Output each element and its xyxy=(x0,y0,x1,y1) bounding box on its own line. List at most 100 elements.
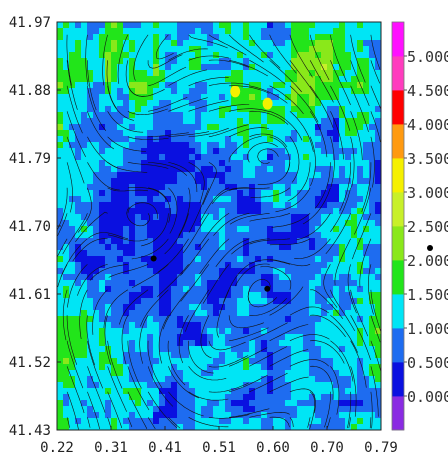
field-cell xyxy=(63,208,70,215)
field-cell xyxy=(363,184,370,191)
field-cell xyxy=(141,154,148,161)
field-cell xyxy=(327,346,334,353)
field-cell xyxy=(75,268,82,275)
field-cell xyxy=(171,184,178,191)
field-cell xyxy=(159,46,166,53)
field-cell xyxy=(273,316,280,323)
field-cell xyxy=(243,244,250,251)
field-cell xyxy=(309,382,316,389)
field-cell xyxy=(171,256,178,263)
field-cell xyxy=(147,148,154,155)
field-cell xyxy=(141,100,148,107)
field-cell xyxy=(93,262,100,269)
field-cell xyxy=(279,250,286,257)
field-cell xyxy=(315,136,322,143)
field-cell xyxy=(285,118,292,125)
field-cell xyxy=(291,118,298,125)
field-cell xyxy=(153,172,160,179)
field-cell xyxy=(369,94,376,101)
colorbar-label: 0.500 xyxy=(407,354,448,372)
streamline xyxy=(229,408,270,418)
field-cell xyxy=(105,304,112,311)
field-cell xyxy=(147,340,154,347)
field-cell xyxy=(207,268,214,275)
field-cell xyxy=(123,52,130,59)
field-cell xyxy=(255,178,262,185)
field-cell xyxy=(327,130,334,137)
field-cell xyxy=(141,406,148,413)
field-cell xyxy=(249,130,256,137)
field-cell xyxy=(321,364,328,371)
field-cell xyxy=(321,178,328,185)
field-cell xyxy=(177,22,184,29)
field-cell xyxy=(123,106,130,113)
field-cell xyxy=(261,46,268,53)
field-cell xyxy=(93,220,100,227)
field-cell xyxy=(171,238,178,245)
field-cell xyxy=(105,46,112,53)
streamline xyxy=(148,132,189,138)
field-cell xyxy=(237,382,244,389)
field-cell xyxy=(243,238,250,245)
field-cell xyxy=(93,118,100,125)
field-cell xyxy=(243,40,250,47)
field-cell xyxy=(135,130,142,137)
streamline xyxy=(188,77,229,87)
field-cell xyxy=(99,160,106,167)
field-cell xyxy=(93,196,100,203)
field-cell xyxy=(309,70,316,77)
field-cell xyxy=(129,358,136,365)
field-cell xyxy=(273,256,280,263)
field-cell xyxy=(213,208,220,215)
field-cell xyxy=(267,280,274,287)
field-cell xyxy=(87,46,94,53)
field-cell xyxy=(291,280,298,287)
field-cell xyxy=(57,208,64,215)
field-cell xyxy=(165,280,172,287)
field-cell xyxy=(375,370,381,377)
field-cell xyxy=(219,154,226,161)
field-cell xyxy=(243,154,250,161)
field-cell xyxy=(291,142,298,149)
field-cell xyxy=(345,400,352,407)
field-cell xyxy=(249,172,256,179)
field-cell xyxy=(303,52,310,59)
field-cell xyxy=(213,184,220,191)
field-cell xyxy=(327,148,334,155)
field-cell xyxy=(87,244,94,251)
colorbar-label: 5.000 xyxy=(407,48,448,66)
field-cell xyxy=(231,322,238,329)
field-cell xyxy=(207,46,214,53)
field-cell xyxy=(363,160,370,167)
field-cell xyxy=(177,148,184,155)
field-cell xyxy=(171,160,178,167)
field-cell xyxy=(333,166,340,173)
field-cell xyxy=(231,400,238,407)
field-cell xyxy=(291,298,298,305)
field-cell xyxy=(261,340,268,347)
field-cell xyxy=(345,256,352,263)
field-cell xyxy=(237,202,244,209)
field-cell xyxy=(279,388,286,395)
field-cell xyxy=(87,298,94,305)
field-cell xyxy=(315,214,322,221)
colorbar-segment xyxy=(392,22,404,57)
field-cell xyxy=(75,22,82,29)
field-cell xyxy=(285,64,292,71)
field-cell xyxy=(141,64,148,71)
field-cell xyxy=(141,376,148,383)
field-cell xyxy=(321,172,328,179)
field-cell xyxy=(303,196,310,203)
streamline xyxy=(107,136,147,152)
field-cell xyxy=(195,274,202,281)
field-cell xyxy=(171,268,178,275)
field-cell xyxy=(87,124,94,131)
field-cell xyxy=(345,418,352,425)
field-cell xyxy=(207,58,214,65)
field-cell xyxy=(345,112,352,119)
field-cell xyxy=(123,310,130,317)
field-cell xyxy=(123,328,130,335)
field-cell xyxy=(339,262,346,269)
field-cell xyxy=(261,136,268,143)
field-cell xyxy=(297,76,304,83)
